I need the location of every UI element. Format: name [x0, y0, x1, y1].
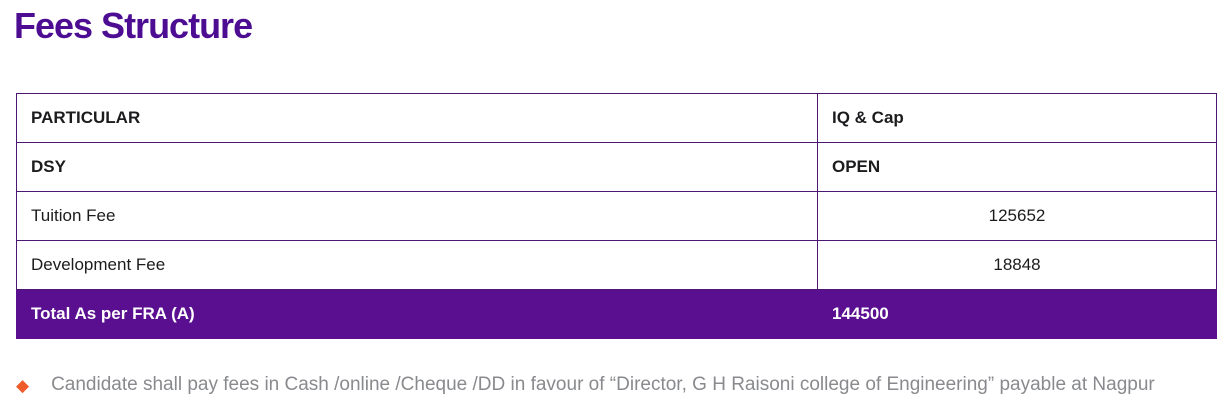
total-label-cell: Total As per FRA (A) [16, 289, 818, 339]
payment-note-text: Candidate shall pay fees in Cash /online… [51, 374, 1155, 395]
total-value-cell: 144500 [817, 289, 1217, 339]
table-row-total: Total As per FRA (A) 144500 [16, 289, 1217, 339]
payment-note: ◆ Candidate shall pay fees in Cash /onli… [16, 372, 1216, 398]
page-title: Fees Structure [14, 5, 253, 46]
table-row-dsy: DSY OPEN [16, 142, 1217, 192]
dsy-label-cell: DSY [16, 142, 818, 192]
category-header-cell: IQ & Cap [817, 93, 1217, 143]
dsy-value-cell: OPEN [817, 142, 1217, 192]
development-fee-value-cell: 18848 [817, 240, 1217, 290]
table-row-tuition-fee: Tuition Fee 125652 [16, 191, 1217, 241]
tuition-fee-label-cell: Tuition Fee [16, 191, 818, 241]
table-row-development-fee: Development Fee 18848 [16, 240, 1217, 290]
development-fee-label-cell: Development Fee [16, 240, 818, 290]
particular-header-cell: PARTICULAR [16, 93, 818, 143]
tuition-fee-value-cell: 125652 [817, 191, 1217, 241]
table-row-particular: PARTICULAR IQ & Cap [16, 93, 1217, 143]
fees-structure-table: PARTICULAR IQ & Cap DSY OPEN Tuition Fee… [16, 93, 1217, 339]
diamond-bullet-icon: ◆ [16, 375, 30, 395]
